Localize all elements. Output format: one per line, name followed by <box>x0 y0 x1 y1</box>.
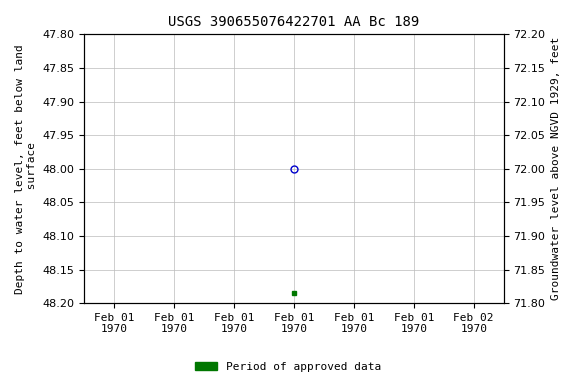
Title: USGS 390655076422701 AA Bc 189: USGS 390655076422701 AA Bc 189 <box>168 15 419 29</box>
Y-axis label: Groundwater level above NGVD 1929, feet: Groundwater level above NGVD 1929, feet <box>551 37 561 300</box>
Y-axis label: Depth to water level, feet below land
 surface: Depth to water level, feet below land su… <box>15 44 37 294</box>
Legend: Period of approved data: Period of approved data <box>191 358 385 377</box>
